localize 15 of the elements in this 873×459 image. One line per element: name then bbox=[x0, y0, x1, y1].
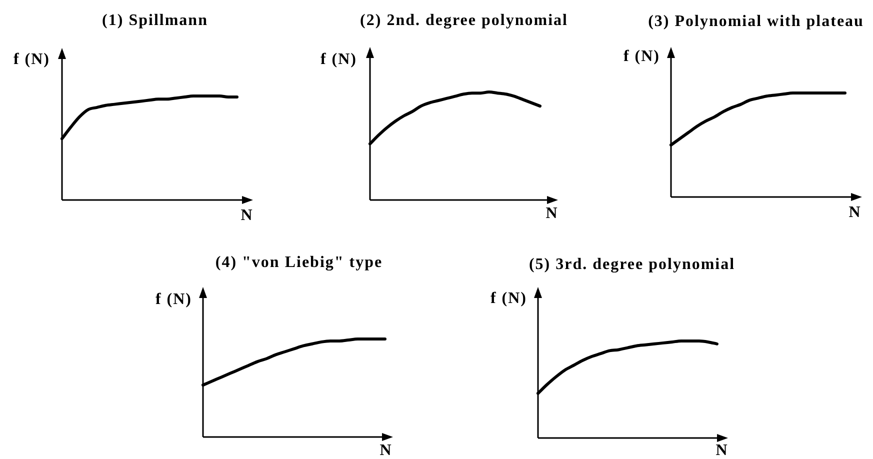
x-axis-title: N bbox=[848, 204, 862, 222]
y-axis-title: f (N) bbox=[320, 51, 357, 68]
y-axis-title: f (N) bbox=[623, 48, 660, 66]
x-axis-title: N bbox=[546, 205, 558, 222]
chart-title: (3) Polynomial with plateau bbox=[648, 13, 864, 30]
x-axis-title: N bbox=[716, 442, 728, 459]
y-axis-title: f (N) bbox=[13, 51, 50, 68]
y-axis-title: f (N) bbox=[490, 290, 527, 308]
y-axis-title: f (N) bbox=[155, 291, 192, 308]
chart-title: (5) 3rd. degree polynomial bbox=[528, 256, 736, 274]
chart-title: (2) 2nd. degree polynomial bbox=[360, 12, 568, 30]
chart-title: (4) "von Liebig" type bbox=[215, 254, 383, 272]
x-axis-title: N bbox=[240, 207, 254, 224]
chart-title: (1) Spillmann bbox=[102, 12, 208, 30]
x-axis-title: N bbox=[380, 442, 392, 459]
